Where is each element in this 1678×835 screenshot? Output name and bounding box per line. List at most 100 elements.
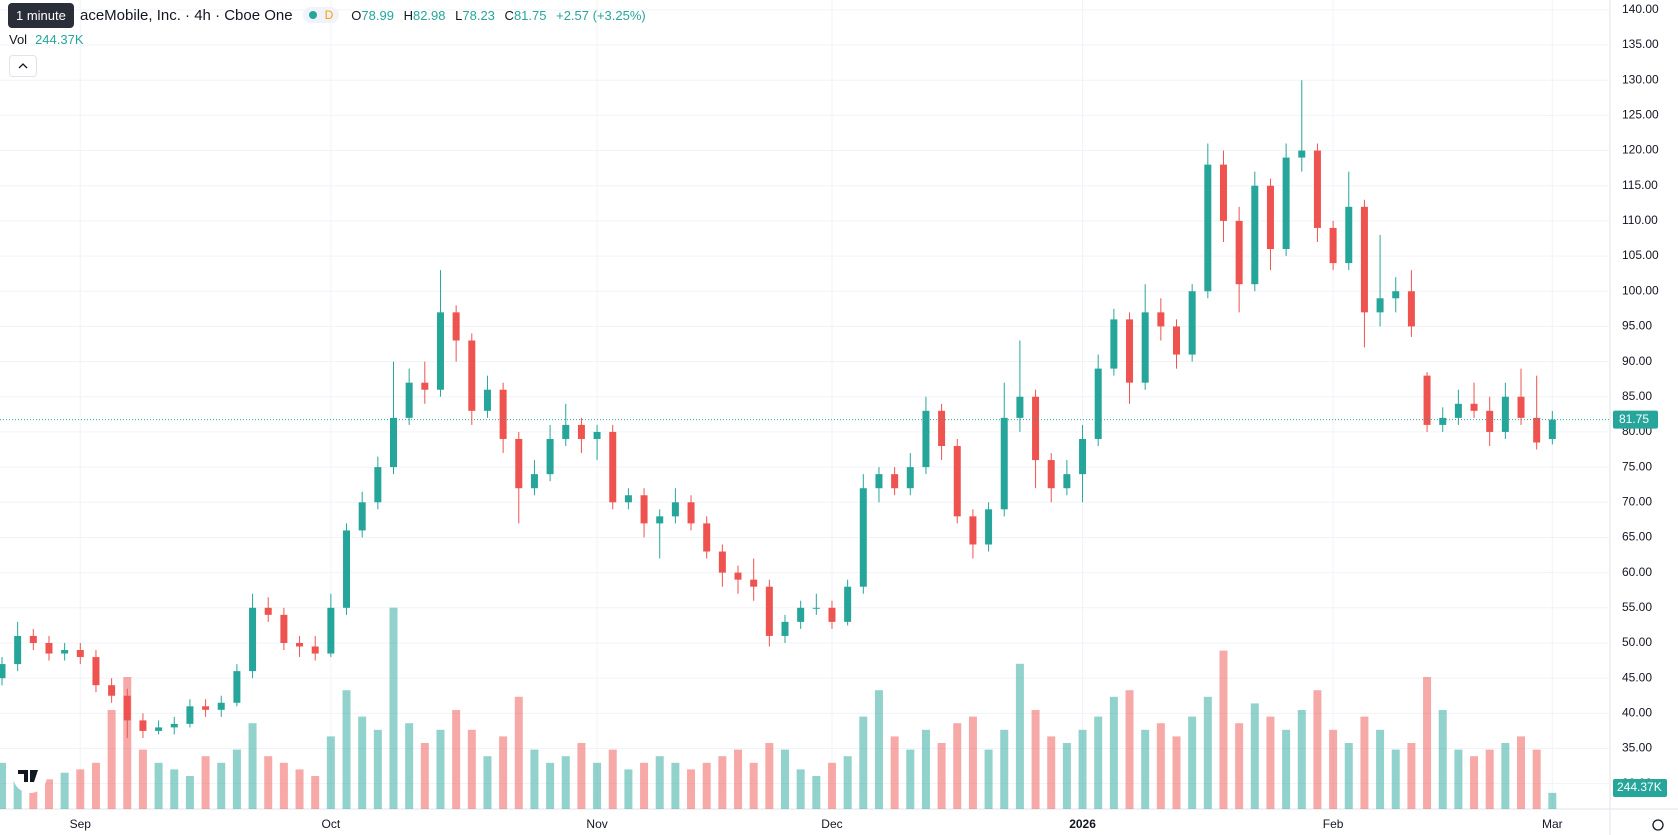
logo-mark [18,770,38,782]
volume-name: Vol [9,32,28,47]
candle-body [1079,438,1087,475]
candle-body [828,607,836,622]
volume-bar [1250,703,1259,809]
y-tick-label: 60.00 [1622,565,1652,579]
candle-body [1016,396,1024,418]
candle-body [781,621,789,636]
volume-bar [123,677,132,809]
settings-icon[interactable] [1652,819,1664,831]
volume-bar [0,762,6,809]
collapse-button[interactable] [9,55,37,77]
y-tick-label: 130.00 [1622,72,1659,86]
volume-bar [640,762,649,809]
volume-bar [29,782,38,809]
volume-bar [1141,729,1150,809]
candle-body [170,723,178,728]
candle-body [1188,291,1196,355]
candle-body [765,586,773,636]
volume-bar [1235,723,1244,809]
x-tick-label: Nov [586,817,607,831]
y-tick-label: 40.00 [1622,705,1652,719]
candle-body [76,650,84,658]
candle-body [14,635,22,665]
x-tick-label: Sep [70,817,92,831]
volume-bar [373,729,382,809]
volume-bar [138,749,147,809]
low-prefix: L [455,7,463,23]
volume-bar [687,769,696,809]
candle-body [436,312,444,390]
candle-body [1486,410,1494,432]
volume-bar [1156,723,1165,809]
volume-bar [1031,710,1040,809]
volume-bar [1000,729,1009,809]
header: aceMobile, Inc. · 4h · Cboe One D O78.99… [0,0,646,30]
volume-bar [514,696,523,809]
volume-bar [921,729,930,809]
high-prefix: H [403,7,413,23]
volume-bar [1078,729,1087,809]
ohlc-values: O78.99 H82.98 L78.23 C81.75 +2.57 (+3.25… [345,8,645,23]
volume-bar [326,736,335,809]
candle-body [1470,403,1478,411]
candle-body [280,614,288,643]
volume-bar [1360,716,1369,809]
candle-body [640,495,648,524]
candle-body [1251,185,1259,285]
candle-body [530,474,538,489]
candle-body [468,340,476,411]
candle-body [61,650,69,654]
volume-bar [483,756,492,809]
volume-bar [279,762,288,809]
volume-bar [718,756,727,809]
tooltip: 1 minute [8,3,74,28]
volume-bar [1188,716,1197,809]
delay-badge: D [324,8,334,22]
candle-body [233,671,241,703]
volume-bar [906,749,915,809]
volume-bar [1266,716,1275,809]
y-tick-label: 100.00 [1622,283,1659,297]
candle-body [327,607,335,654]
low-value: 78.23 [462,7,495,23]
volume-bar [217,762,226,809]
volume-bar [154,762,163,809]
candle-body [969,516,977,545]
y-tick-label: 120.00 [1622,143,1659,157]
candle-body [1329,227,1337,264]
volume-bar [467,729,476,809]
last-price-label: 81.75 [1619,412,1649,426]
volume-bar [1094,716,1103,809]
candle-body [1047,460,1055,489]
symbol-title[interactable]: aceMobile, Inc. · 4h · Cboe One [80,6,293,24]
candle-body [1235,220,1243,285]
volume-bar [44,779,53,809]
chevron-icon [18,63,28,69]
candle-body [687,502,695,524]
candle-body [264,607,272,615]
volume-bar [1172,736,1181,809]
open-prefix: O [351,7,362,23]
high-value: 82.98 [412,7,446,23]
candle-body [1266,185,1274,250]
volume-bar [499,736,508,809]
candle-body [390,417,397,468]
market-dot [308,11,317,19]
candle-body [202,706,210,710]
y-tick-label: 115.00 [1622,178,1658,192]
volume-bar [577,743,586,809]
volume-bar [1329,729,1338,809]
close-value: 81.75 [513,7,547,23]
volume-bar [452,710,461,809]
candle-body [1517,396,1525,418]
volume-bar [248,723,257,809]
volume-bar [1203,696,1212,809]
x-tick-label: Oct [322,817,341,831]
candle-body [1063,474,1071,489]
candle-body [1313,150,1321,228]
volume-bar [1313,690,1322,809]
candle-body [311,646,319,654]
candle-body [703,523,711,552]
candle-body [108,685,116,696]
volume-bar [295,769,304,809]
